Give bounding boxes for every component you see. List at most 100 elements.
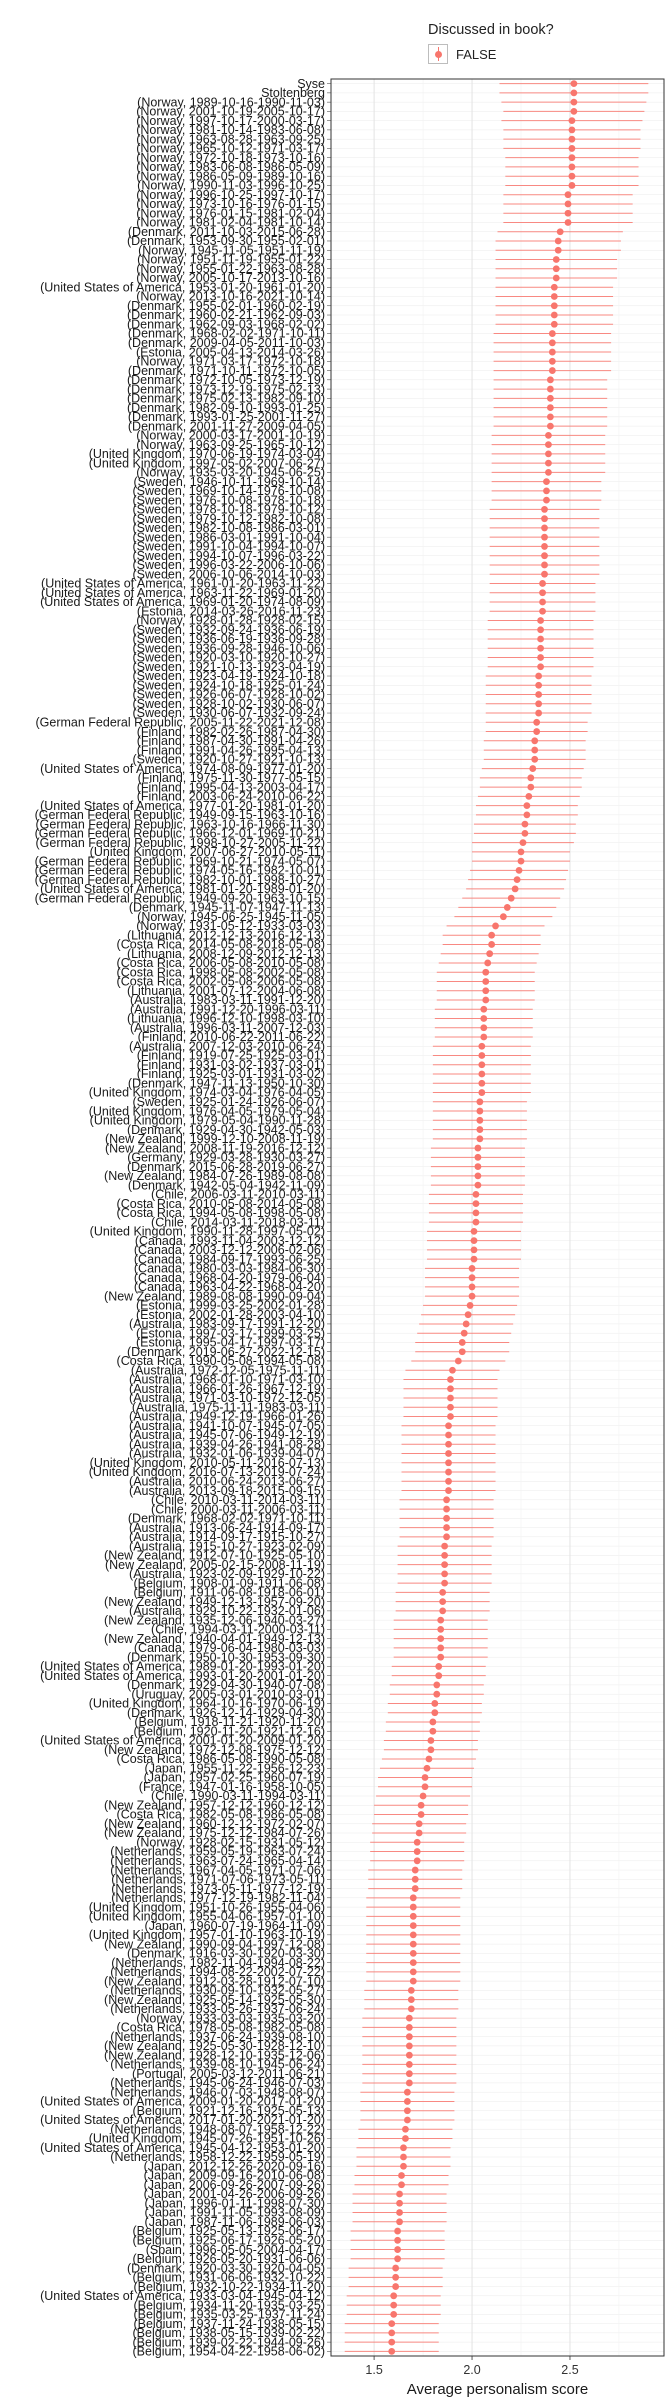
y-axis-tick-label: (Costa Rica, 2010-05-08-2014-05-08): [117, 1197, 325, 1211]
y-axis-tick-label: (Sweden, 1976-10-08-1978-10-18): [133, 493, 326, 507]
y-axis-tick-label: (United States of America, 2009-01-20-20…: [40, 2095, 325, 2109]
y-axis-tick-label: (Netherlands, 1945-06-24-1946-07-03): [110, 2076, 325, 2090]
legend-entry: FALSE: [428, 44, 554, 64]
y-axis-tick-label: (German Federal Republic, 1949-09-15-196…: [35, 808, 325, 822]
data-point: [546, 376, 554, 384]
data-point: [441, 1551, 449, 1559]
y-axis-tick-label: (Belgium, 1938-05-15-1939-02-22): [133, 2326, 325, 2340]
data-point: [403, 2107, 411, 2115]
data-point: [474, 1153, 482, 1161]
y-axis-tick-label: (Chile, 2010-03-11-2014-03-11): [151, 1493, 325, 1507]
y-axis-tick-label: (United States of America, 1961-01-20-19…: [41, 577, 325, 591]
data-point: [388, 2329, 396, 2337]
y-axis-tick-label: (New Zealand, 1925-05-14-1925-05-30): [104, 1993, 325, 2007]
y-axis-tick-label: (Costa Rica, 1998-05-08-2002-05-08): [117, 965, 325, 979]
data-point: [541, 543, 548, 550]
data-point: [394, 2227, 401, 2235]
y-axis-tick-label: (Norway, 2005-10-17-2013-10-16): [136, 271, 325, 285]
y-axis-tick-label: (Japan, 1987-11-06-1989-06-03): [145, 2215, 325, 2229]
y-axis-tick-label: (Norway, 1996-10-25-1997-10-17): [136, 188, 325, 202]
y-axis-tick-label: (Denmark, 1975-02-13-1982-09-10): [127, 392, 325, 406]
data-point: [537, 617, 544, 624]
data-point: [435, 1672, 443, 1680]
data-point: [548, 348, 556, 356]
data-point: [521, 820, 529, 828]
data-point: [427, 1737, 435, 1744]
data-point: [417, 1811, 425, 1818]
y-axis-tick-label: (Norway, 1928-02-15-1931-05-12): [136, 1835, 325, 1849]
data-point: [527, 783, 535, 791]
y-axis-tick-label: (Estonia, 1995-04-17-1997-03-17): [136, 1336, 325, 1350]
y-axis-tick-label: (Norway, 1997-10-17-2000-03-17): [136, 114, 325, 128]
y-axis-tick-label: (Australia, 1932-01-06-1939-04-07): [129, 1447, 325, 1461]
data-point: [441, 1570, 449, 1578]
y-axis-tick-label: (Chile, 2014-03-11-2018-03-11): [151, 1215, 325, 1229]
y-axis-tick-label: (Sweden, 1932-09-24-1936-06-19): [133, 623, 326, 637]
y-axis-tick-label: (Sweden, 1925-01-24-1926-06-07): [133, 1095, 326, 1109]
data-point: [447, 1413, 454, 1420]
data-point: [421, 1783, 429, 1791]
y-axis-tick-label: (Chile, 2000-03-11-2006-03-11): [151, 1502, 325, 1516]
y-axis-tick-label: (Norway, 2001-10-19-2005-10-17): [136, 105, 325, 119]
data-point: [525, 792, 533, 800]
data-point: [411, 1866, 419, 1874]
y-axis-tick-label: (Lithuania, 2001-07-12-2004-06-08): [127, 984, 325, 998]
data-point: [482, 996, 490, 1004]
data-point: [545, 441, 552, 449]
y-axis-tick-label: (Germany, 1929-03-28-1930-03-27): [127, 1151, 325, 1165]
y-axis-tick-label: (Australia, 1923-02-09-1929-10-22): [129, 1567, 325, 1581]
y-axis-tick-label: (Australia, 1949-12-19-1966-01-26): [129, 1410, 325, 1424]
y-axis-tick-label: (Norway, 1990-11-03-1996-10-25): [137, 179, 325, 193]
y-axis-tick-label: (United Kingdom, 2007-06-27-2010-05-11): [90, 845, 325, 859]
data-point: [392, 2283, 400, 2290]
y-axis-tick-label: (Belgium, 1934-11-20-1935-03-25): [133, 2298, 325, 2312]
data-point: [554, 237, 562, 245]
data-point: [513, 876, 521, 884]
y-axis-tick-label: (Denmark, 1968-02-02-1971-10-11): [128, 1512, 325, 1526]
y-axis-tick-label: (Norway, 2013-10-16-2021-10-14): [136, 290, 325, 304]
data-point: [400, 2153, 407, 2161]
y-axis-tick-label: (New Zealand, 1925-05-30-1928-12-10): [104, 2039, 325, 2053]
data-point: [537, 644, 544, 652]
y-axis-tick-label: (United Kingdom, 1964-10-16-1970-06-19): [89, 1697, 325, 1711]
y-axis-tick-label: Stoltenberg: [261, 86, 325, 100]
y-axis-tick-label: (Finland, 1931-03-02-1937-03-01): [137, 1058, 325, 1072]
data-point: [478, 1079, 486, 1087]
y-axis-tick-label: (Norway, 1963-08-28-1963-09-25): [136, 132, 325, 146]
y-axis-tick-label: (Uruguay, 2005-03-01-2010-03-01): [131, 1687, 325, 1701]
data-point: [409, 1922, 417, 1929]
y-axis-tick-label: (Japan, 2006-09-26-2007-09-26): [144, 2178, 325, 2192]
x-axis-title: Average personalism score: [407, 2381, 588, 2398]
y-axis-tick-label: (Sweden, 1936-09-28-1946-10-06): [133, 641, 326, 655]
y-axis-tick-label: (Canada, 1984-09-17-1993-06-25): [134, 1252, 325, 1266]
data-point: [486, 950, 494, 958]
y-axis-tick-label: (New Zealand, 1949-12-13-1957-09-20): [104, 1595, 325, 1609]
data-point: [548, 367, 556, 374]
y-axis-tick-label: (Sweden, 1936-06-19-1936-09-28): [133, 632, 326, 646]
y-axis-tick-label: (Australia, 1996-03-11-2007-12-03): [130, 1021, 325, 1035]
data-point: [570, 89, 578, 97]
y-axis-tick-label: (Sweden, 1928-10-02-1930-06-07): [133, 697, 326, 711]
y-axis-tick-label: (United Kingdom, 1997-05-02-2007-06-27): [89, 456, 325, 470]
y-axis-tick-label: (Estonia, 1999-03-25-2002-01-28): [136, 1299, 325, 1313]
y-axis-tick-label: (Costa Rica, 1990-05-08-1994-05-08): [117, 1354, 325, 1368]
data-point: [402, 2135, 409, 2142]
y-axis-tick-label: (Norway, 1981-02-04-1981-10-14): [136, 216, 325, 230]
data-point: [523, 802, 531, 810]
y-axis-tick-label: (Netherlands, 1946-07-03-1948-08-07): [110, 2085, 325, 2099]
data-point: [541, 533, 548, 541]
y-axis-tick-label: (New Zealand, 1928-12-10-1935-12-06): [104, 2048, 325, 2062]
x-axis-tick-labels: 1.5 2.0 2.5: [365, 2356, 579, 2377]
data-point: [445, 1440, 452, 1448]
data-point: [390, 2301, 398, 2309]
y-axis-tick-label: (Netherlands, 1937-06-24-1939-08-10): [110, 2030, 325, 2044]
data-point: [445, 1487, 452, 1494]
y-axis-tick-label: (New Zealand, 1912-03-28-1912-07-10): [104, 1974, 325, 1988]
data-point: [445, 1450, 452, 1457]
data-point: [521, 829, 529, 837]
y-axis-tick-label: (Australia, 1968-01-10-1971-03-10): [129, 1373, 325, 1387]
x-axis-tick-label: 2.0: [463, 2363, 480, 2377]
y-axis-tick-label: (Australia, 1941-10-07-1945-07-05): [129, 1419, 325, 1433]
data-point: [478, 1089, 486, 1096]
